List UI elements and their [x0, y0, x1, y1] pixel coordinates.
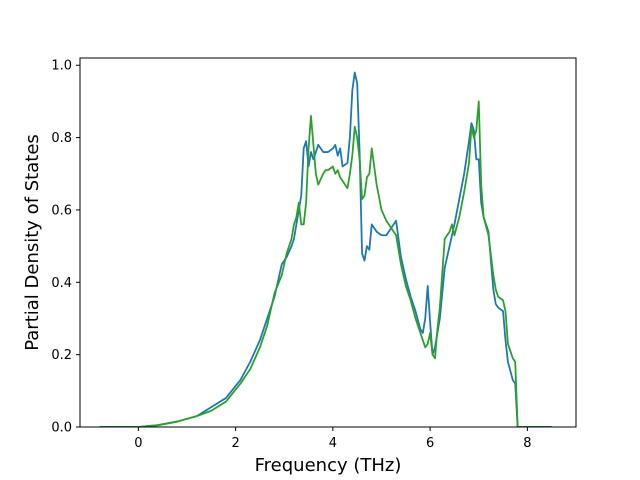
y-tick-label: 1.0: [51, 59, 72, 74]
y-axis-label: Partial Density of States: [22, 134, 43, 351]
x-tick-label: 6: [426, 436, 434, 451]
x-tick-label: 0: [134, 436, 142, 451]
x-axis-ticks: 0 2 4 6 8: [134, 427, 532, 451]
y-tick-label: 0.2: [51, 348, 72, 363]
y-tick-label: 0.4: [51, 276, 72, 291]
x-tick-label: 4: [329, 436, 337, 451]
x-tick-label: 8: [523, 436, 531, 451]
y-tick-label: 0.8: [51, 131, 72, 146]
series-layer: [99, 71, 552, 427]
series-line-1: [99, 71, 552, 427]
y-axis-ticks: 0.0 0.2 0.4 0.6 0.8 1.0: [51, 59, 80, 436]
y-tick-label: 0.0: [51, 421, 72, 436]
x-axis-label: Frequency (THz): [255, 455, 402, 476]
x-tick-label: 2: [231, 436, 239, 451]
series-line-2: [99, 100, 552, 427]
axes-frame: [79, 57, 577, 428]
y-tick-label: 0.6: [51, 203, 72, 218]
